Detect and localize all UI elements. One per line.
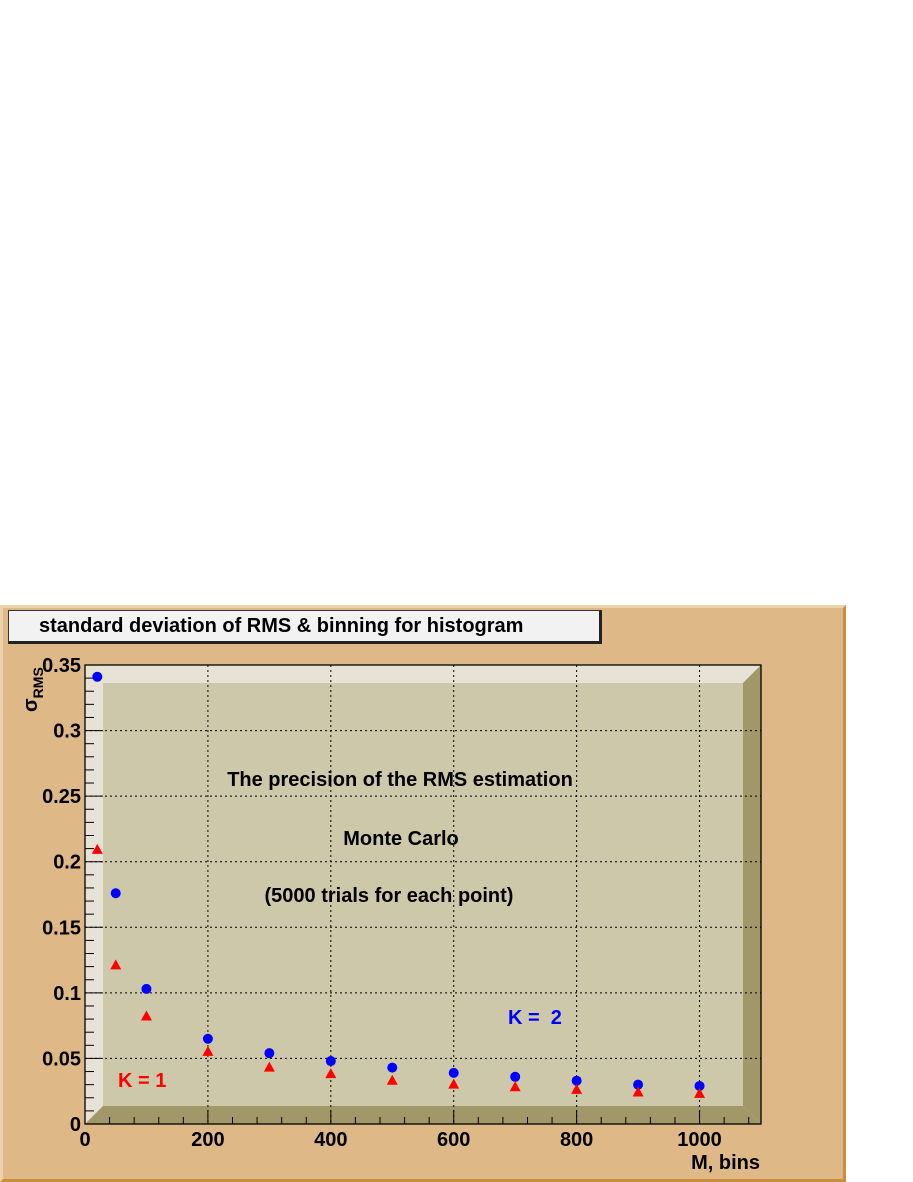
y-tick-label: 0.15	[42, 917, 81, 939]
x-tick-label: 200	[191, 1129, 224, 1151]
axes: 0 200 400 600 800 1000 0 0.05 0.1 0.15 0.2 0.25 0.3 0…	[42, 655, 762, 1151]
data-point-k1	[571, 1083, 583, 1094]
data-point-k1	[91, 843, 103, 854]
data-point-k1	[263, 1061, 275, 1072]
data-point-k1	[110, 959, 122, 970]
y-tick-label: 0.35	[42, 655, 81, 677]
x-tick-label: 400	[314, 1129, 347, 1151]
annotation-monte-carlo: Monte Carlo	[343, 828, 459, 850]
y-axis-label: σRMS	[20, 667, 46, 712]
chart-title: standard deviation of RMS & binning for …	[8, 610, 602, 644]
x-tick-label: 0	[79, 1129, 90, 1151]
grid-lines	[85, 665, 761, 1124]
data-point-k1	[448, 1078, 460, 1089]
data-point-k2	[141, 983, 152, 994]
data-point-k2	[633, 1079, 644, 1090]
data-point-k2	[264, 1048, 275, 1059]
plot-border	[84, 664, 762, 1125]
data-point-k1	[509, 1081, 521, 1092]
y-tick-label: 0.1	[53, 983, 81, 1005]
data-point-k2	[510, 1071, 521, 1082]
y-tick-label: 0	[70, 1114, 81, 1136]
y-tick-label: 0.2	[53, 852, 81, 874]
data-point-k1	[140, 1010, 152, 1021]
data-point-k2	[694, 1080, 705, 1091]
annotation-title: The precision of the RMS estimation	[227, 769, 573, 791]
x-tick-label: 600	[437, 1129, 470, 1151]
annotation-trials: (5000 trials for each point)	[265, 885, 514, 907]
series-label-k2: K = 2	[508, 1007, 562, 1029]
data-point-k2	[448, 1067, 459, 1078]
y-axis-label-symbol: σ	[20, 698, 42, 712]
data-point-k1	[202, 1045, 214, 1056]
data-point-k1	[694, 1087, 706, 1098]
data-point-k1	[632, 1086, 644, 1097]
y-tick-label: 0.05	[42, 1048, 81, 1070]
plot-left-wall	[85, 665, 103, 1124]
plot-frame-fill	[85, 665, 761, 1124]
x-axis-label: M, bins	[691, 1152, 760, 1174]
data-point-k2	[110, 888, 121, 899]
data-point-k2	[92, 671, 103, 682]
axis-labels: M, bins σRMS	[20, 667, 760, 1174]
data-point-k1	[386, 1074, 398, 1085]
plot-right-wall	[743, 665, 761, 1124]
data-point-k2	[387, 1062, 398, 1073]
data-point-k2	[325, 1056, 336, 1067]
plot-top-wall	[85, 665, 761, 683]
x-tick-label: 800	[560, 1129, 593, 1151]
x-tick-label: 1000	[677, 1129, 722, 1151]
y-axis-label-subscript: RMS	[30, 667, 46, 698]
plot-bottom-wall	[85, 1106, 761, 1124]
y-tick-label: 0.3	[53, 721, 81, 743]
data-point-k1	[325, 1068, 337, 1079]
y-tick-label: 0.25	[42, 786, 81, 808]
data-marks	[91, 671, 706, 1098]
plot-background	[85, 665, 761, 1124]
data-point-k2	[571, 1075, 582, 1086]
annotations: The precision of the RMS estimation Mont…	[118, 769, 573, 1092]
series-label-k1: K = 1	[118, 1070, 166, 1092]
data-point-k2	[202, 1033, 213, 1044]
